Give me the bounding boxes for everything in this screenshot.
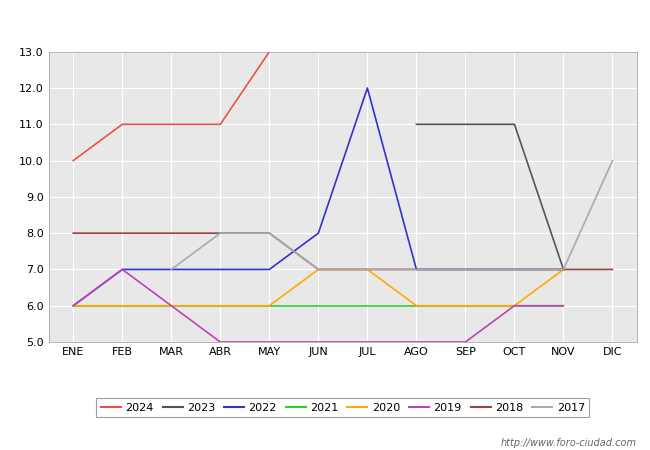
Legend: 2024, 2023, 2022, 2021, 2020, 2019, 2018, 2017: 2024, 2023, 2022, 2021, 2020, 2019, 2018… [96,398,590,417]
Text: Afiliados en San Pelayo a 31/5/2024: Afiliados en San Pelayo a 31/5/2024 [176,10,474,28]
Text: http://www.foro-ciudad.com: http://www.foro-ciudad.com [501,438,637,448]
